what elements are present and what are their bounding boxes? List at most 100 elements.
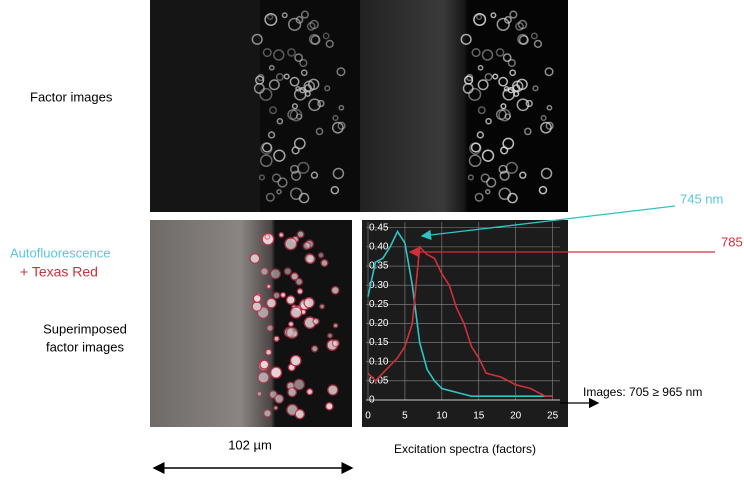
cell	[300, 69, 308, 77]
cell	[544, 67, 554, 77]
cell	[267, 14, 274, 21]
cell	[308, 98, 321, 112]
cell	[264, 13, 278, 27]
x-axis-label: Excitation spectra (factors)	[394, 442, 536, 456]
cell	[258, 174, 266, 181]
label: Superimposed	[43, 321, 127, 336]
cell	[252, 293, 262, 304]
annotation: 785 nm	[721, 234, 744, 249]
cell	[338, 104, 345, 111]
cell	[325, 402, 334, 411]
cell	[281, 12, 288, 19]
cell	[515, 22, 524, 31]
cell	[468, 154, 482, 168]
cell	[332, 167, 345, 180]
cell	[295, 16, 304, 24]
cell	[263, 408, 272, 418]
cell	[477, 106, 486, 115]
tissue	[150, 0, 260, 212]
cell	[290, 170, 302, 181]
cell	[269, 366, 283, 379]
cell	[481, 49, 494, 61]
cell	[285, 326, 299, 340]
cell	[481, 149, 495, 162]
annotation: Images: 705 ≥ 965 nm	[583, 385, 702, 399]
series-line	[367, 245, 553, 397]
label: + Texas Red	[20, 264, 98, 280]
cell	[470, 142, 481, 153]
label: Factor images	[30, 89, 113, 104]
cell	[540, 167, 553, 180]
cell	[268, 64, 275, 71]
cell	[257, 371, 270, 384]
cell	[306, 22, 316, 31]
cell	[261, 142, 273, 153]
cell	[289, 76, 300, 87]
x-tick-label: 20	[510, 411, 522, 422]
cell	[275, 72, 284, 82]
cell	[475, 14, 483, 21]
cell	[507, 86, 515, 94]
cell	[293, 378, 306, 391]
arrow	[420, 205, 676, 241]
label: factor images	[46, 339, 125, 354]
cell	[507, 58, 516, 68]
cell	[525, 99, 533, 108]
cell	[498, 108, 511, 122]
x-tick-label: 15	[473, 411, 485, 422]
cell	[291, 103, 298, 110]
cell	[463, 75, 474, 85]
cell	[265, 348, 273, 356]
cell	[327, 384, 339, 396]
cell	[545, 121, 554, 130]
cell	[332, 322, 339, 329]
cell	[287, 17, 302, 31]
cell	[296, 288, 304, 295]
cell	[274, 393, 285, 404]
cell	[467, 174, 474, 181]
cell	[507, 192, 518, 204]
cell	[267, 131, 276, 139]
cell	[477, 79, 489, 91]
cell	[330, 285, 340, 295]
cell	[289, 354, 302, 367]
cell	[315, 127, 324, 136]
cell	[498, 76, 509, 87]
cell	[289, 164, 300, 174]
cell	[517, 19, 528, 30]
cell	[277, 177, 288, 188]
cell	[285, 295, 296, 305]
cell	[509, 69, 517, 77]
cell	[287, 109, 299, 120]
cell	[500, 103, 507, 110]
cell	[495, 48, 505, 57]
cell	[273, 335, 280, 342]
cell	[262, 47, 272, 58]
cell	[538, 185, 548, 195]
cell	[325, 39, 334, 49]
y-tick-label: 0.35	[369, 261, 389, 272]
cell	[516, 78, 528, 91]
cell	[530, 32, 538, 40]
cell	[260, 267, 269, 276]
cell	[468, 87, 482, 101]
cell	[484, 72, 493, 82]
cell	[317, 251, 325, 259]
cell	[502, 53, 512, 62]
cell	[283, 73, 290, 80]
cell	[516, 98, 530, 112]
y-tick-label: 0.15	[369, 337, 389, 348]
cell	[303, 297, 315, 309]
cell	[505, 161, 518, 174]
cell	[524, 127, 532, 136]
x-tick-label: 5	[402, 411, 408, 422]
cell	[297, 161, 310, 174]
cell	[302, 241, 311, 251]
cell	[259, 87, 273, 101]
cell	[498, 164, 508, 174]
cell	[306, 388, 314, 396]
cell	[280, 292, 287, 298]
cell	[296, 230, 305, 239]
cell	[304, 253, 316, 264]
cell	[276, 117, 284, 125]
